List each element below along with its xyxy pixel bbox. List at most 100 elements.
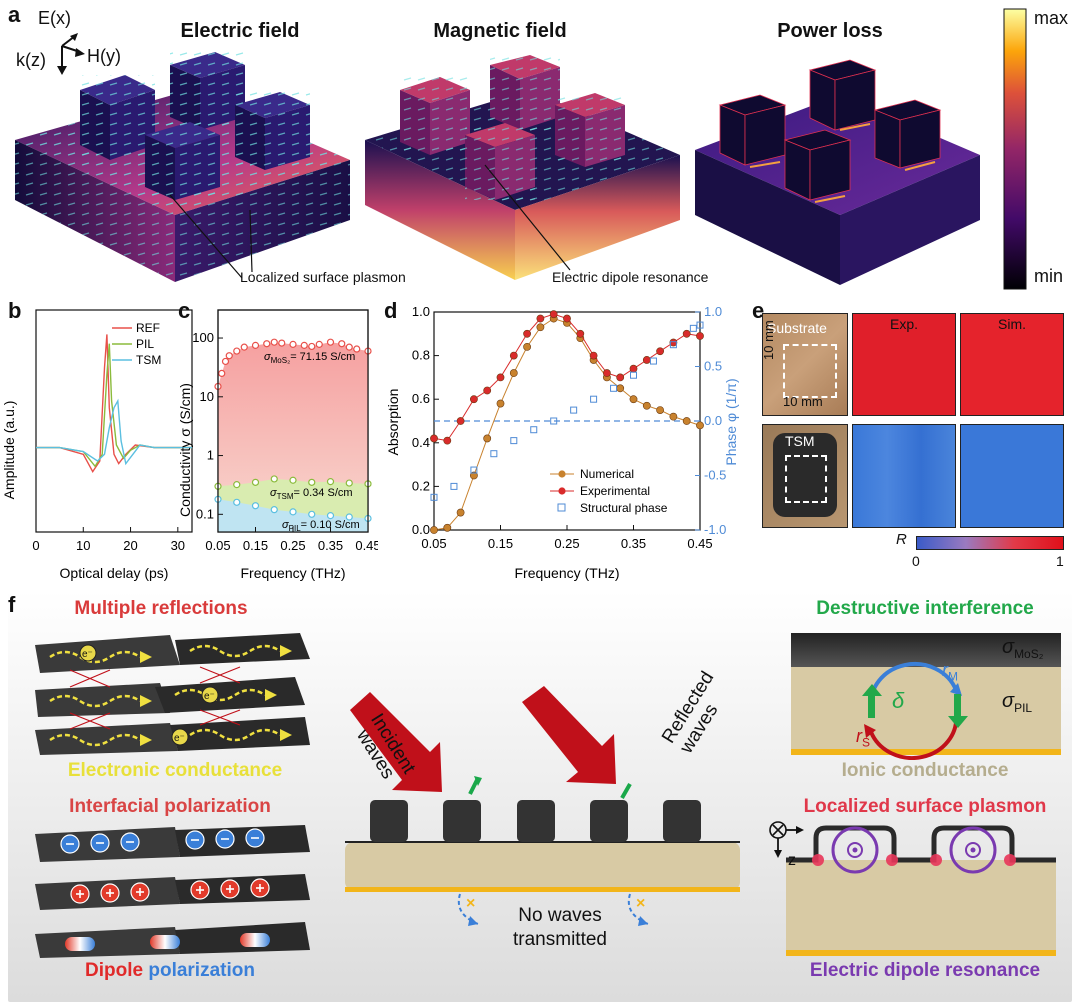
sim-map-substrate: Sim.	[960, 313, 1064, 416]
chart-d-point-structural-phase	[570, 406, 578, 414]
chart-d-point-numerical	[483, 434, 492, 443]
magnetic-field-render	[365, 55, 680, 280]
chart-c-point-mos2	[300, 341, 308, 349]
chart-d-ytick-label: 0.8	[412, 348, 430, 363]
chart-b-legend-tsm: TSM	[136, 353, 161, 367]
chart-d-point-experimental	[509, 351, 518, 360]
chart-c: 0.05 0.15 0.25 0.35 0.45 0.1 1 10 100 Conductivi…	[178, 309, 378, 581]
chart-d-point-experimental	[496, 373, 505, 382]
chart-c-point-pil	[251, 502, 260, 510]
chart-d-point-experimental	[443, 436, 452, 445]
chart-c-point-pil	[289, 508, 297, 516]
chart-c-point-mos2	[221, 357, 230, 366]
colorbar-a	[1003, 8, 1027, 290]
chart-d-y2label: Phase φ (1/π)	[723, 378, 739, 465]
sigma-mos2-label: σMoS₂	[1002, 636, 1044, 661]
chart-c-point-tsm	[251, 478, 260, 486]
panel-label-d: d	[384, 298, 398, 323]
chart-c-point-tsm	[233, 481, 241, 489]
chart-d-point-structural-phase	[490, 450, 498, 458]
chart-b-xtick-label: 30	[171, 538, 185, 553]
panel-label-e: e	[752, 298, 765, 323]
chart-d-point-experimental	[616, 373, 625, 382]
no-waves-transmitted-label: No waves transmitted	[513, 905, 607, 950]
axis-e-label: E(x)	[38, 8, 71, 28]
chart-c-point-mos2	[326, 338, 335, 346]
chart-b-xtick-label: 0	[32, 538, 39, 553]
title-electric-field: Electric field	[180, 20, 300, 42]
axis-k-label: k(z)	[16, 50, 46, 70]
panel-label-f: f	[8, 592, 16, 617]
chart-c-point-mos2	[251, 341, 260, 349]
chart-d-xtick-label: 0.35	[621, 536, 646, 551]
z-axis-label: z	[788, 852, 796, 869]
chart-c-point-pil	[326, 512, 335, 520]
chart-c-ytick-label: 100	[192, 330, 214, 345]
chart-c-point-mos2	[345, 343, 353, 351]
chart-d-ylabel: Absorption	[385, 389, 401, 456]
chart-d-ytick-label: 0.2	[412, 478, 430, 493]
chart-d-point-numerical	[523, 342, 531, 351]
chart-d-y2tick-label: -1.0	[704, 522, 726, 537]
plasmon-resonance-diagram	[769, 821, 1056, 956]
colorbar-e-symbol: R	[896, 531, 907, 548]
annotation-localized-surface-plasmon: Localized surface plasmon	[240, 269, 406, 285]
rs-label: rS	[856, 726, 871, 750]
title-power-loss: Power loss	[777, 20, 883, 42]
destructive-interference-diagram	[791, 633, 1061, 760]
chart-b-line-ref	[36, 334, 192, 473]
sigma-pil-label: σPIL	[1002, 690, 1033, 715]
exp-label: Exp.	[889, 316, 918, 332]
colorbar-e-min: 0	[912, 553, 920, 569]
chart-d-point-structural-phase	[450, 482, 458, 490]
exp-map-substrate: Exp.	[852, 313, 956, 416]
chart-d-ytick-label: 1.0	[412, 304, 430, 319]
chart-d-xtick-label: 0.15	[488, 536, 513, 551]
chart-d-legend-numerical: Numerical	[580, 467, 634, 481]
electric-dipole-resonance-label: Electric dipole resonance	[809, 960, 1041, 981]
chart-d-point-experimental	[656, 347, 664, 356]
chart-d-point-experimental	[642, 356, 651, 364]
chart-d: 0.05 0.15 0.25 0.35 0.45 0.0 0.2 0.4 0.6 0.8 1.0 -1…	[385, 304, 739, 581]
chart-d-point-structural-phase	[630, 371, 637, 379]
electric-field-render	[15, 52, 350, 282]
chart-b-xtick-label: 20	[123, 538, 137, 553]
chart-c-point-tsm	[345, 479, 353, 487]
chart-d-legend-swatch	[557, 503, 566, 512]
chart-d-point-numerical	[682, 417, 691, 425]
chart-d-point-structural-phase	[696, 321, 704, 329]
chart-d-point-structural-phase	[610, 384, 618, 392]
chart-d-y2tick-label: 0.5	[704, 359, 722, 374]
chart-d-point-experimental	[483, 386, 492, 395]
chart-d-y2tick-label: 0.0	[704, 413, 722, 428]
chart-d-point-numerical	[443, 523, 452, 532]
chart-d-point-structural-phase	[550, 417, 558, 425]
chart-d-point-structural-phase	[590, 395, 598, 403]
chart-b-xlabel: Optical delay (ps)	[60, 565, 169, 581]
substrate-label: Substrate	[767, 320, 827, 336]
chart-b-xtick-label: 10	[76, 538, 90, 553]
chart-d-point-numerical	[616, 384, 625, 393]
chart-b-line-tsm	[36, 398, 192, 466]
chart-d-point-structural-phase	[689, 324, 697, 332]
chart-d-xtick-label: 0.05	[421, 536, 446, 551]
svg-text:e⁻: e⁻	[204, 691, 215, 702]
chart-c-xtick-label: 0.05	[205, 538, 230, 553]
chart-c-xtick-label: 0.25	[280, 538, 305, 553]
svg-text:e⁻: e⁻	[82, 649, 93, 660]
chart-d-point-experimental	[430, 434, 438, 443]
chart-c-xtick-label: 0.35	[318, 538, 343, 553]
chart-d-point-experimental	[669, 338, 678, 347]
chart-d-legend-swatch	[558, 470, 566, 478]
sim-map-tsm	[960, 424, 1064, 528]
chart-d-point-numerical	[509, 369, 518, 377]
absorber-structure-diagram: × ×	[345, 686, 740, 926]
chart-d-point-experimental	[576, 329, 585, 338]
chart-d-point-numerical	[496, 399, 505, 408]
annotation-sigma-tsm: σTSM= 0.34 S/cm	[270, 487, 353, 501]
chart-c-point-mos2	[315, 340, 323, 348]
chart-c-point-mos2	[289, 340, 297, 348]
chart-d-ytick-label: 0.6	[412, 391, 430, 406]
chart-c-point-mos2	[338, 340, 346, 348]
chart-d-point-structural-phase	[530, 426, 538, 434]
